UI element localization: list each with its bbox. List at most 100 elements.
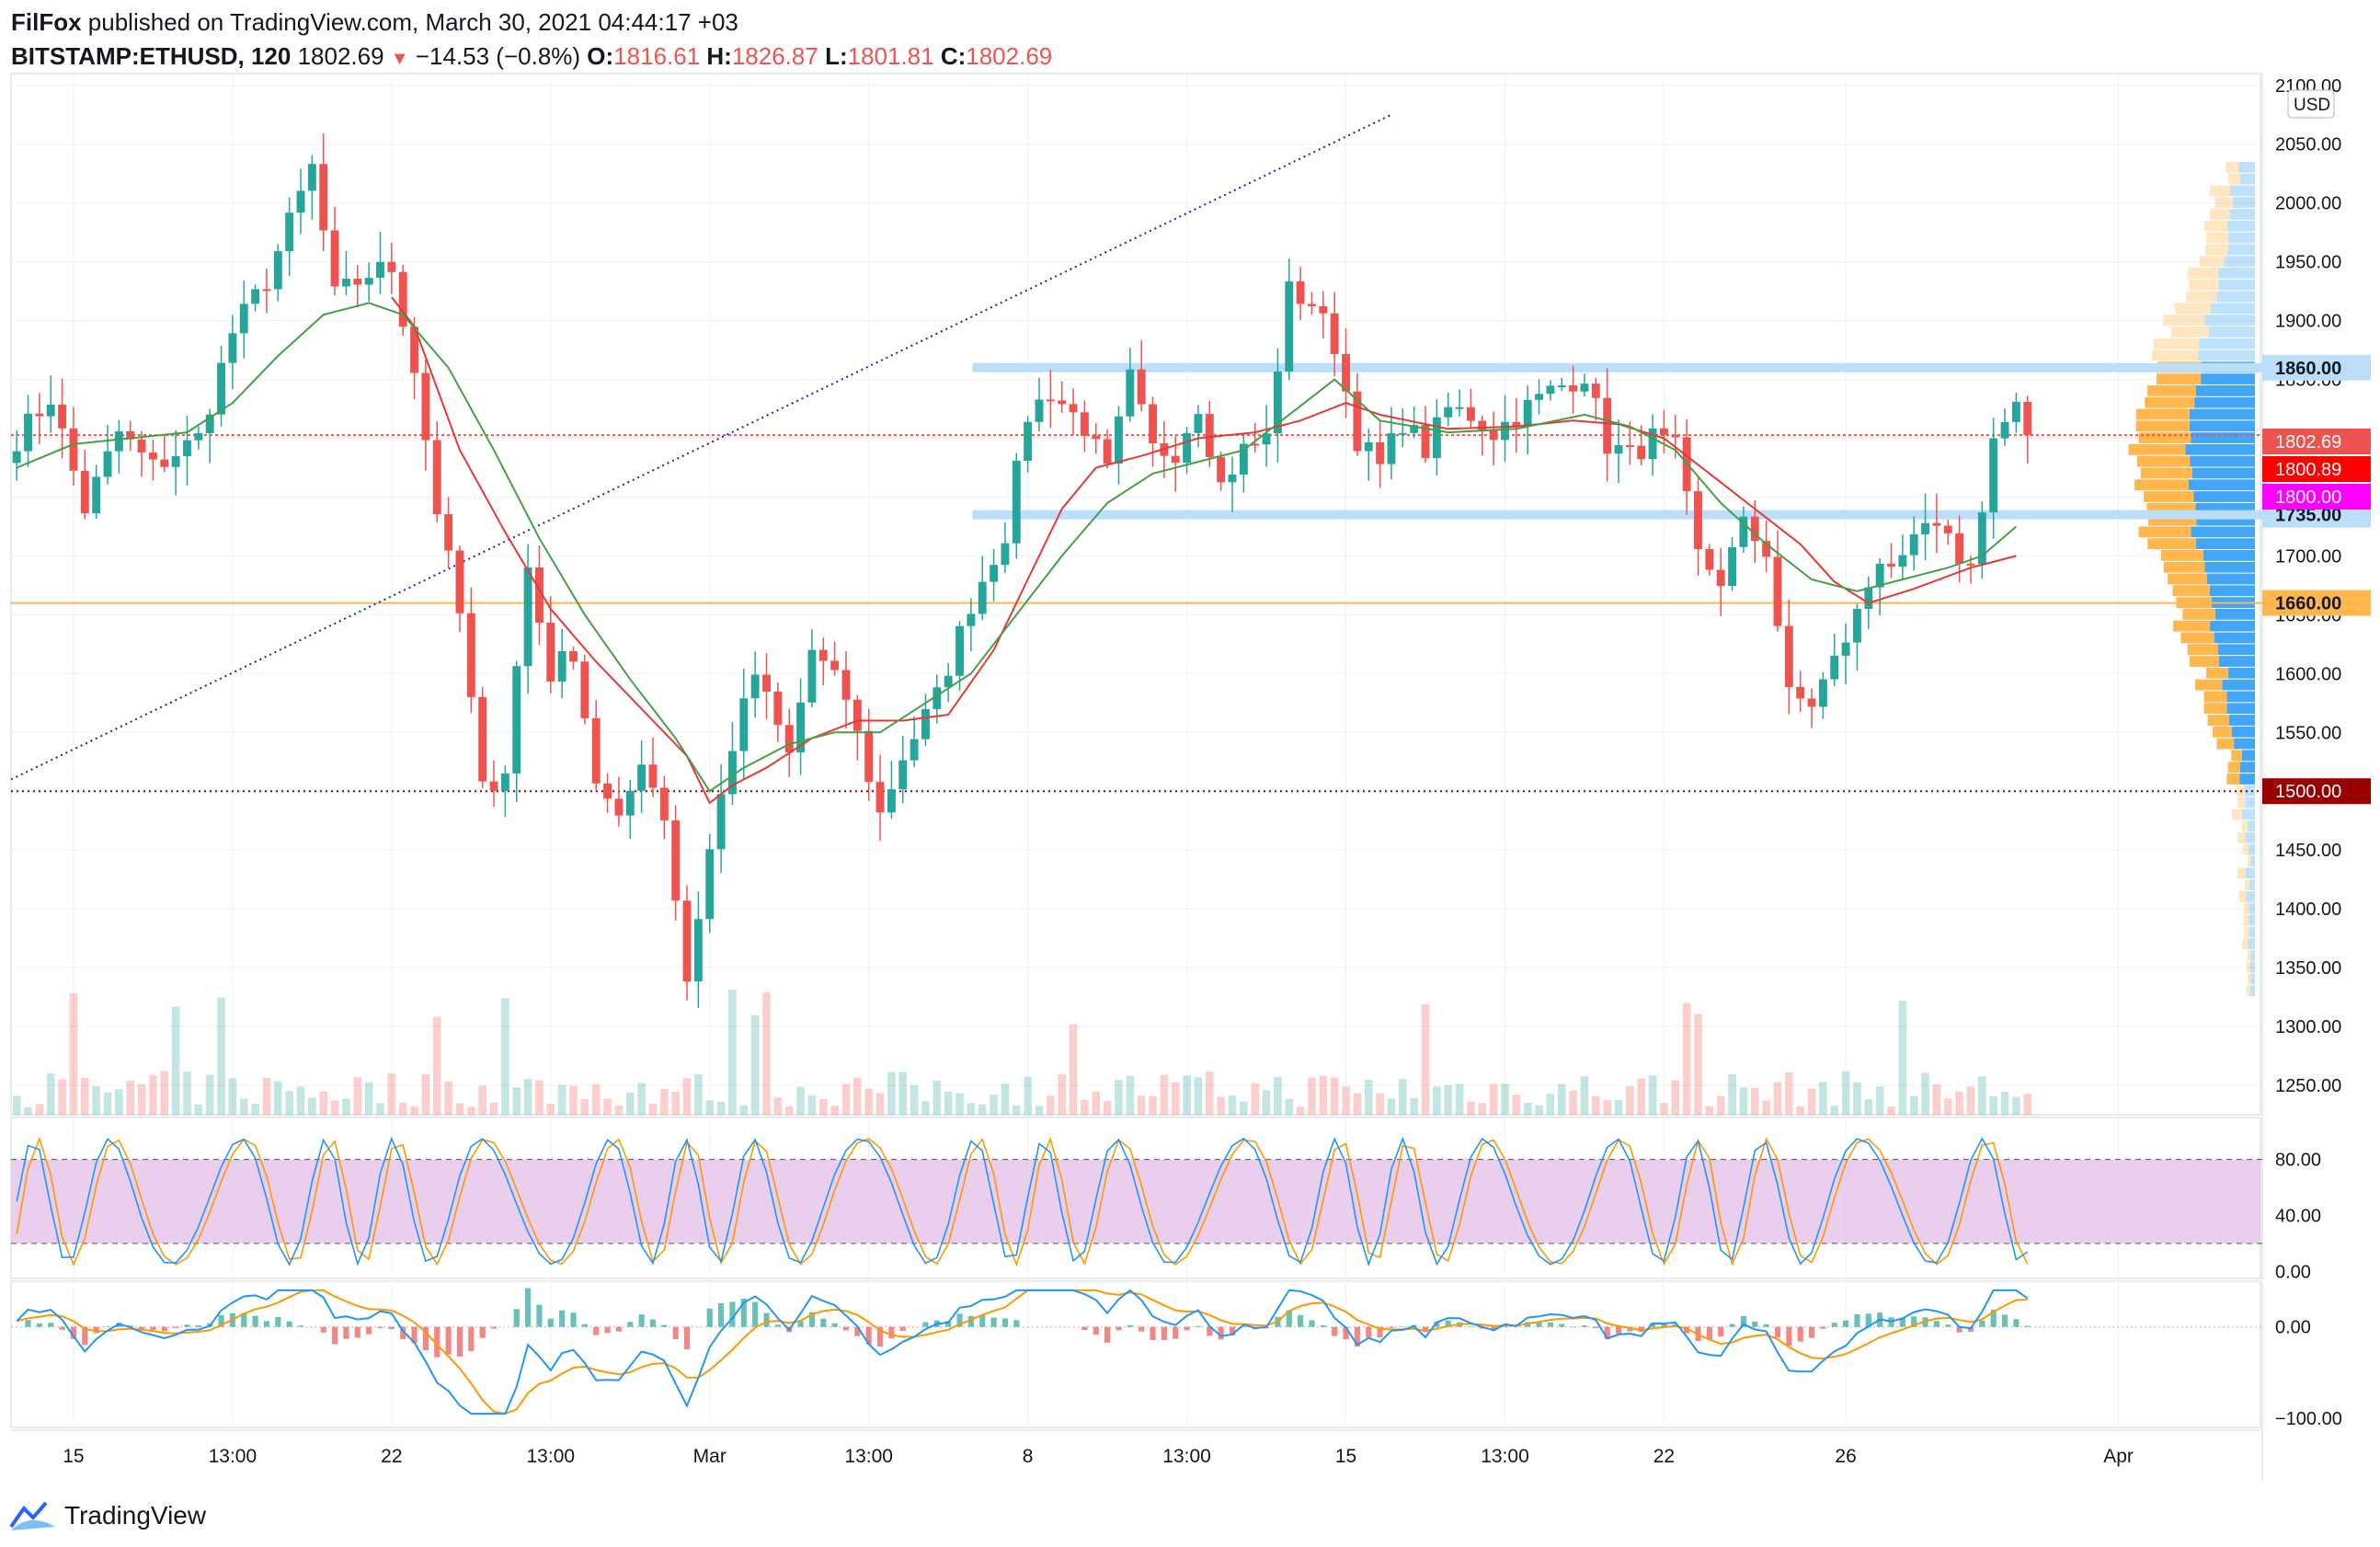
- macd-histogram-bar: [1831, 1323, 1837, 1327]
- macd-histogram-bar: [252, 1315, 258, 1327]
- candle-body: [228, 333, 237, 363]
- vp-up-bar: [2234, 738, 2255, 750]
- candle-body: [773, 691, 783, 726]
- macd-histogram-bar: [161, 1326, 167, 1332]
- candle-body: [58, 404, 67, 429]
- candle-body: [1796, 687, 1805, 699]
- macd-histogram-bar: [468, 1326, 475, 1352]
- price-tag-label: 1800.89: [2275, 460, 2341, 480]
- volume-bar: [910, 1084, 919, 1115]
- volume-bar: [1671, 1080, 1680, 1115]
- macd-histogram-bar: [945, 1321, 952, 1327]
- currency-box: [2287, 89, 2335, 119]
- vp-up-bar: [2248, 843, 2255, 855]
- vp-down-bar: [2216, 738, 2235, 750]
- candle-body: [603, 783, 612, 799]
- candle-body: [864, 730, 874, 783]
- volume-bar: [875, 1093, 885, 1115]
- volume-bar: [1705, 1106, 1714, 1115]
- candle-body: [466, 613, 475, 697]
- macd-histogram-bar: [331, 1326, 338, 1345]
- volume-bar: [330, 1100, 339, 1115]
- candle-body: [1432, 417, 1441, 459]
- vp-up-bar: [2226, 220, 2255, 232]
- volume-bar: [1841, 1071, 1850, 1115]
- volume-bar: [12, 1095, 21, 1115]
- volume-bar: [58, 1079, 66, 1115]
- vp-up-bar: [2245, 867, 2255, 879]
- tradingview-logo-icon[interactable]: [9, 1499, 57, 1532]
- vp-down-bar: [2203, 691, 2227, 703]
- vp-up-bar: [2189, 420, 2255, 432]
- vp-down-bar: [2242, 938, 2248, 949]
- volume-bar: [660, 1088, 669, 1115]
- macd-histogram-bar: [593, 1326, 600, 1335]
- candle-body: [432, 440, 441, 515]
- macd-histogram-bar: [195, 1324, 201, 1327]
- volume-bar: [69, 992, 78, 1115]
- macd-histogram-bar: [343, 1326, 349, 1339]
- macd-histogram-bar: [615, 1326, 623, 1332]
- candle-body: [1921, 522, 1930, 534]
- candle-body: [682, 900, 692, 982]
- volume-bar: [1069, 1024, 1078, 1115]
- macd-histogram-bar: [1150, 1326, 1156, 1340]
- volume-bar: [603, 1098, 612, 1115]
- footer-brand[interactable]: TradingView: [64, 1501, 207, 1530]
- vp-up-bar: [2231, 726, 2255, 738]
- volume-bar: [501, 998, 509, 1115]
- volume-bar: [1853, 1082, 1861, 1115]
- macd-histogram-bar: [479, 1326, 486, 1338]
- volume-bar: [432, 1016, 441, 1115]
- candle-body: [160, 459, 169, 467]
- macd-histogram-bar: [82, 1326, 88, 1346]
- stochastic-tick-label: 80.00: [2275, 1151, 2321, 1171]
- high-label: H:: [706, 42, 732, 70]
- vp-up-bar: [2248, 879, 2255, 890]
- macd-histogram-bar: [797, 1321, 804, 1327]
- candle-body: [841, 670, 851, 700]
- author-name[interactable]: FilFox: [11, 8, 82, 36]
- macd-histogram-bar: [1865, 1313, 1871, 1327]
- macd-histogram-bar: [1627, 1326, 1633, 1332]
- volume-bar: [944, 1091, 953, 1115]
- volume-bar: [35, 1104, 44, 1115]
- open-value: 1816.61: [613, 42, 701, 70]
- candle-body: [705, 849, 715, 920]
- candle-body: [1943, 525, 1952, 533]
- candle-body: [1308, 304, 1316, 306]
- vp-up-bar: [2226, 691, 2255, 703]
- macd-histogram-bar: [1911, 1316, 1917, 1327]
- macd-histogram-bar: [683, 1326, 691, 1350]
- volume-bar: [1421, 1003, 1430, 1115]
- volume-bar: [1603, 1099, 1611, 1115]
- volume-bar: [296, 1086, 305, 1115]
- price-tick-label: 1550.00: [2275, 723, 2341, 743]
- macd-histogram-bar: [547, 1318, 554, 1327]
- symbol-label[interactable]: BITSTAMP:ETHUSD, 120: [11, 42, 292, 70]
- volume-bar: [1478, 1103, 1487, 1115]
- macd-histogram-bar: [1116, 1326, 1122, 1331]
- macd-histogram-bar: [263, 1321, 270, 1327]
- candle-body: [183, 440, 191, 457]
- candle-body: [1875, 563, 1884, 588]
- volume-bar: [1115, 1079, 1123, 1115]
- volume-bar: [1773, 1082, 1782, 1115]
- volume-bar: [933, 1080, 942, 1115]
- volume-bar: [1240, 1101, 1248, 1115]
- macd-histogram-bar: [1184, 1326, 1190, 1331]
- volume-bar: [1716, 1095, 1725, 1115]
- macd-histogram-bar: [1104, 1326, 1111, 1343]
- vp-up-bar: [2185, 443, 2255, 455]
- candle-body: [1035, 399, 1044, 422]
- candle-body: [12, 451, 21, 464]
- candle-body: [500, 774, 509, 791]
- candle-body: [1398, 432, 1407, 435]
- candle-body: [251, 289, 260, 304]
- macd-histogram-bar: [1127, 1324, 1133, 1327]
- volume-bar: [1739, 1087, 1748, 1115]
- volume-bar: [557, 1084, 566, 1115]
- macd-histogram-bar: [1354, 1326, 1360, 1347]
- candle-body: [1705, 548, 1714, 570]
